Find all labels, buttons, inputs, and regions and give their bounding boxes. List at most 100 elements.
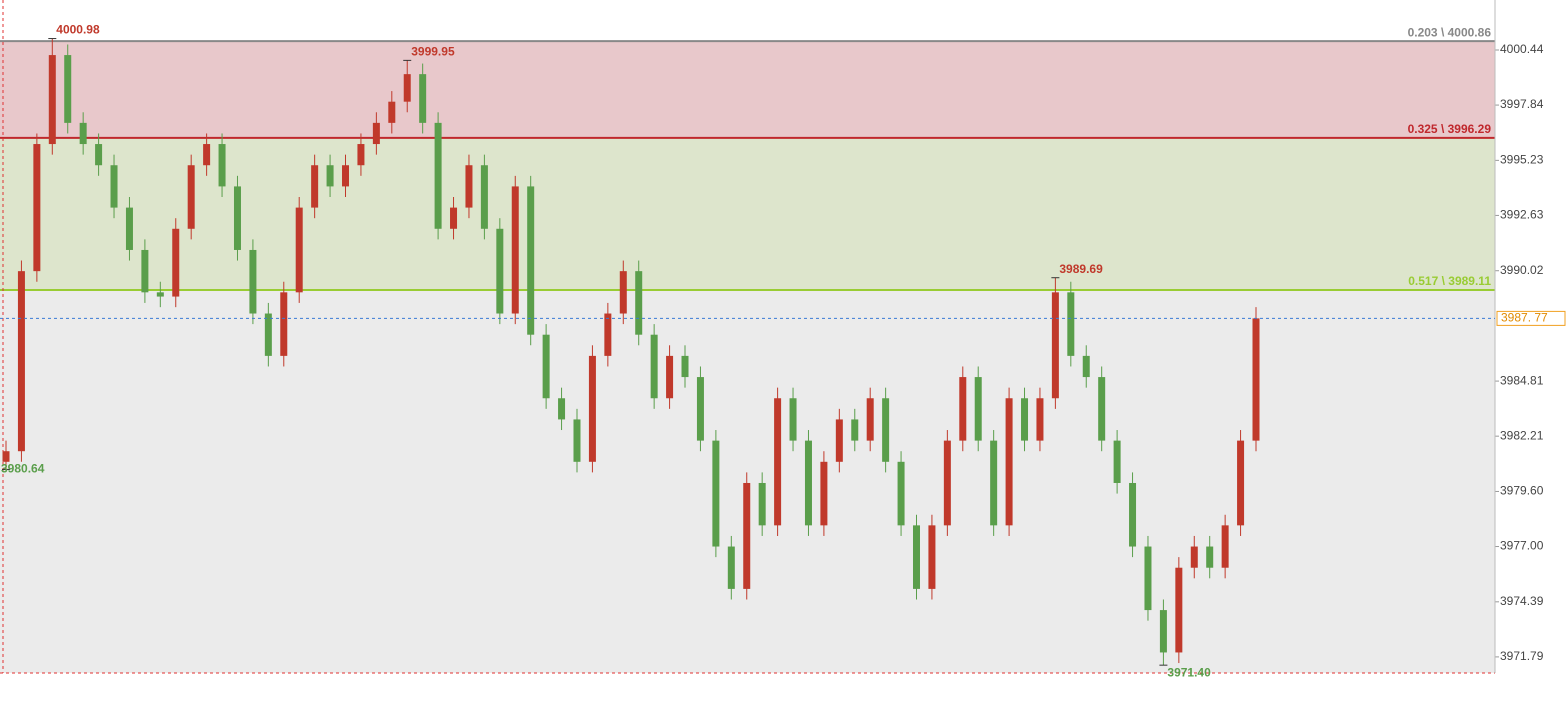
candle-body xyxy=(527,186,535,335)
candle-body xyxy=(357,144,365,166)
y-tick-label: 3984.81 xyxy=(1500,373,1544,387)
candle-body xyxy=(403,74,411,102)
current-price-label: 3987. 77 xyxy=(1501,311,1548,325)
candle-body xyxy=(1129,482,1137,547)
candle-body xyxy=(912,525,920,589)
y-tick-label: 4000.44 xyxy=(1500,42,1544,56)
candle-body xyxy=(203,144,211,166)
candle-body xyxy=(434,122,442,229)
candle-body xyxy=(928,525,936,589)
candle-body xyxy=(666,355,674,399)
candle-body xyxy=(187,165,195,229)
candle-body xyxy=(758,482,766,526)
candle-body xyxy=(588,355,596,462)
candle-body xyxy=(1221,525,1229,568)
level-label: 0.517 \ 3989.11 xyxy=(1408,274,1491,288)
y-tick-label: 3992.63 xyxy=(1500,208,1544,222)
candle-body xyxy=(480,165,488,229)
candle-body xyxy=(696,377,704,441)
y-tick-label: 3995.23 xyxy=(1500,153,1544,167)
candle-body xyxy=(280,292,288,356)
candle-body xyxy=(17,271,25,452)
candle-body xyxy=(604,313,612,356)
candle-body xyxy=(1252,318,1260,441)
current-price-box xyxy=(1496,310,1566,326)
candle-body xyxy=(326,165,334,187)
candle-body xyxy=(1206,546,1214,568)
annotation-label: 3980.64 xyxy=(1,462,45,476)
candle-body xyxy=(1237,440,1245,526)
candle-body xyxy=(2,451,10,462)
candle-body xyxy=(959,377,967,441)
candle-body xyxy=(1005,398,1013,526)
annotation-label: 3999.95 xyxy=(411,45,455,59)
annotation-label: 4000.98 xyxy=(56,23,100,37)
candle-body xyxy=(619,271,627,314)
zone xyxy=(0,41,1495,138)
annotation-label: 3989.69 xyxy=(1059,262,1103,276)
candle-body xyxy=(1159,610,1167,653)
candle-body xyxy=(48,55,56,145)
y-tick-label: 3979.60 xyxy=(1500,484,1544,498)
candle-body xyxy=(311,165,319,208)
candle-body xyxy=(650,334,658,399)
candle-body xyxy=(33,144,41,272)
candle-body xyxy=(156,292,164,297)
candle-body xyxy=(990,440,998,526)
y-tick-label: 3974.39 xyxy=(1500,594,1544,608)
y-tick-label: 3990.02 xyxy=(1500,263,1544,277)
level-label: 0.325 \ 3996.29 xyxy=(1408,122,1492,136)
candle-body xyxy=(1113,440,1121,483)
candle-body xyxy=(835,419,843,462)
candle-body xyxy=(511,186,519,314)
y-tick-label: 3971.79 xyxy=(1500,649,1544,663)
candle-body xyxy=(1067,292,1075,356)
zone xyxy=(0,137,1495,291)
candle-body xyxy=(635,271,643,335)
candle-body xyxy=(882,398,890,462)
candle-body xyxy=(943,440,951,526)
candle-body xyxy=(1082,355,1090,378)
candle-body xyxy=(774,398,782,526)
candle-body xyxy=(789,398,797,441)
candle-body xyxy=(372,122,380,145)
candle-body xyxy=(388,101,396,123)
y-tick-label: 3982.21 xyxy=(1500,428,1544,442)
candle-body xyxy=(866,398,874,441)
candle-body xyxy=(141,249,149,293)
candle-body xyxy=(295,207,303,293)
zone xyxy=(0,290,1495,673)
candle-body xyxy=(249,249,257,314)
candle-body xyxy=(804,440,812,526)
candle-body xyxy=(573,419,581,462)
candle-body xyxy=(1021,398,1029,441)
candle-body xyxy=(465,165,473,208)
candle-body xyxy=(851,419,859,441)
candle-body xyxy=(264,313,272,356)
candle-body xyxy=(95,144,103,166)
candle-body xyxy=(64,55,72,123)
candle-body xyxy=(897,461,905,526)
candle-body xyxy=(558,398,566,420)
candle-body xyxy=(218,144,226,187)
candle-body xyxy=(820,461,828,526)
y-tick-label: 3977.00 xyxy=(1500,539,1544,553)
candle-body xyxy=(342,165,350,187)
candle-body xyxy=(712,440,720,547)
candle-body xyxy=(79,122,87,145)
candle-body xyxy=(110,165,118,208)
candle-body xyxy=(1175,567,1183,653)
candle-body xyxy=(681,355,689,378)
candle-body xyxy=(496,228,504,314)
candle-body xyxy=(1051,292,1059,399)
candle-body xyxy=(727,546,735,589)
candle-body xyxy=(974,377,982,441)
candle-body xyxy=(1036,398,1044,441)
candle-body xyxy=(1098,377,1106,441)
candle-body xyxy=(233,186,241,250)
level-label: 0.203 \ 4000.86 xyxy=(1408,25,1492,39)
candle-body xyxy=(125,207,133,250)
candle-body xyxy=(1144,546,1152,611)
candle-body xyxy=(450,207,458,229)
candle-body xyxy=(542,334,550,399)
